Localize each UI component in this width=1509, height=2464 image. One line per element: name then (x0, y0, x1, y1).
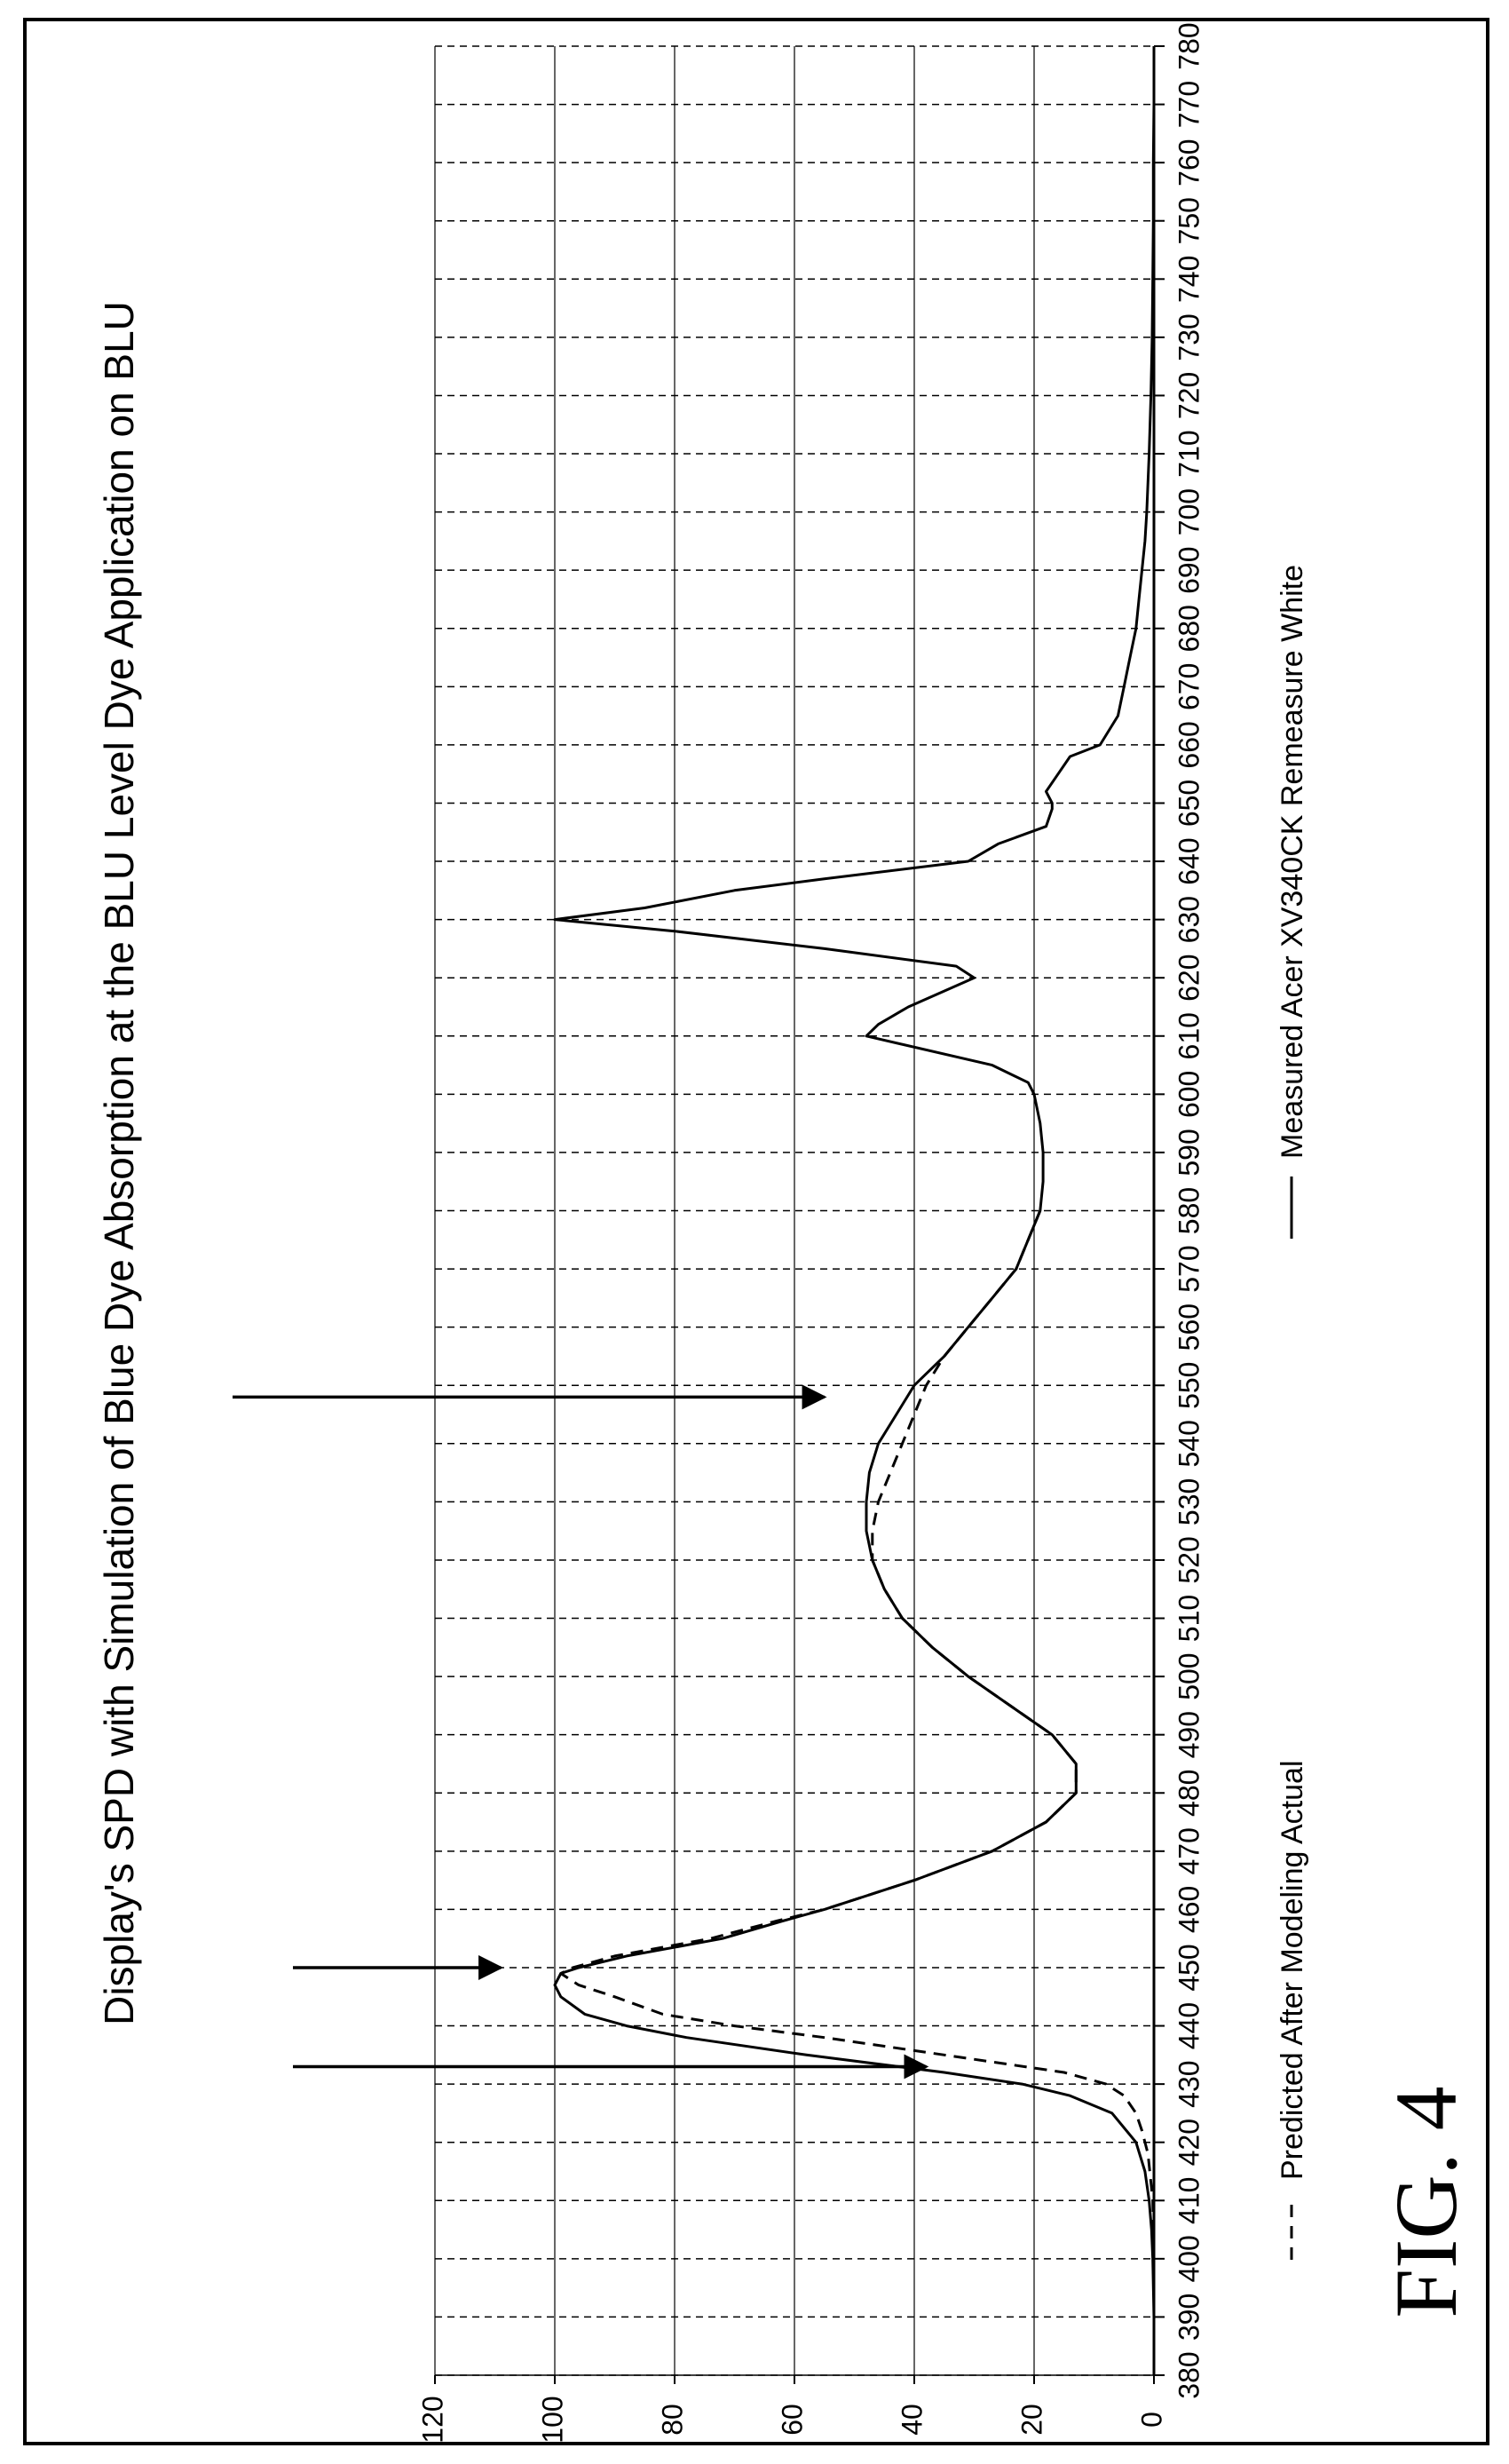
x-tick-label-700: 700 (1173, 488, 1205, 535)
x-tick-label-670: 670 (1173, 663, 1205, 710)
x-tick-label-580: 580 (1173, 1187, 1205, 1234)
y-tick-labels: 0 20 40 60 80 100 120 (416, 2396, 1167, 2443)
x-tick-label-420: 420 (1173, 2119, 1205, 2166)
x-tick-label-710: 710 (1173, 430, 1205, 477)
x-tick-label-410: 410 (1173, 2177, 1205, 2224)
figure-frame (23, 18, 1489, 2445)
x-tick-label-740: 740 (1173, 256, 1205, 303)
x-tick-label-690: 690 (1173, 546, 1205, 593)
x-tick-label-530: 530 (1173, 1478, 1205, 1525)
x-tick-label-770: 770 (1173, 81, 1205, 128)
x-tick-label-720: 720 (1173, 372, 1205, 419)
x-tick-label-620: 620 (1173, 955, 1205, 1002)
x-tick-label-460: 460 (1173, 1886, 1205, 1933)
y-tick-label-100: 100 (536, 2396, 568, 2443)
series-line-1 (559, 1209, 1156, 2375)
x-tick-label-380: 380 (1173, 2351, 1205, 2398)
grid (434, 45, 1154, 2376)
legend: Predicted After Modeling Actual Measured… (1276, 565, 1309, 2260)
x-tick-label-650: 650 (1173, 780, 1205, 827)
x-tick-label-510: 510 (1173, 1595, 1205, 1642)
x-tick-label-520: 520 (1173, 1536, 1205, 1583)
x-tick-label-540: 540 (1173, 1420, 1205, 1467)
y-tick-label-80: 80 (656, 2404, 688, 2436)
annotation-arrows (233, 1384, 929, 2080)
x-tick-label-500: 500 (1173, 1652, 1205, 1699)
x-tick-label-550: 550 (1173, 1362, 1205, 1409)
y-tick-label-60: 60 (776, 2404, 808, 2436)
x-tick-labels: 380 390 400 410 420 430 440 450 460 470 480 490 500 5… (1173, 22, 1205, 2398)
y-tick-label-40: 40 (896, 2404, 928, 2436)
x-tick-label-440: 440 (1173, 2002, 1205, 2049)
x-tick-label-680: 680 (1173, 605, 1205, 652)
y-tick-label-0: 0 (1135, 2412, 1167, 2428)
plot-area: 3803904004104204304404504604704804905005… (233, 22, 1205, 2444)
legend-label-predicted: Predicted After Modeling Actual (1276, 1761, 1309, 2181)
x-tick-label-430: 430 (1173, 2060, 1205, 2107)
x-tick-label-570: 570 (1173, 1245, 1205, 1292)
x-tick-label-600: 600 (1173, 1071, 1205, 1118)
legend-label-measured: Measured Acer XV340CK Remeasure White (1276, 565, 1309, 1159)
x-tick-label-750: 750 (1173, 197, 1205, 244)
chart-title: Display's SPD with Simulation of Blue Dy… (96, 301, 142, 2025)
y-tick-label-20: 20 (1015, 2404, 1047, 2436)
x-tick-label-400: 400 (1173, 2235, 1205, 2282)
x-tick-label-610: 610 (1173, 1012, 1205, 1059)
x-tick-label-560: 560 (1173, 1303, 1205, 1351)
x-tick-label-640: 640 (1173, 837, 1205, 884)
x-tick-label-470: 470 (1173, 1827, 1205, 1874)
y-tick-label-120: 120 (416, 2396, 448, 2443)
x-tick-label-730: 730 (1173, 313, 1205, 360)
x-tick-label-660: 660 (1173, 721, 1205, 768)
x-tick-label-450: 450 (1173, 1944, 1205, 1991)
x-tick-label-590: 590 (1173, 1129, 1205, 1176)
x-tick-label-390: 390 (1173, 2294, 1205, 2341)
figure-label: FIG. 4 (1377, 2086, 1475, 2317)
x-tick-label-630: 630 (1173, 896, 1205, 943)
x-tick-label-480: 480 (1173, 1770, 1205, 1817)
x-tick-label-780: 780 (1173, 22, 1205, 69)
series-lines (553, 46, 1156, 2375)
axes (434, 45, 1165, 2384)
series-line-0 (553, 46, 1156, 2375)
x-tick-label-760: 760 (1173, 139, 1205, 186)
x-tick-label-490: 490 (1173, 1711, 1205, 1758)
